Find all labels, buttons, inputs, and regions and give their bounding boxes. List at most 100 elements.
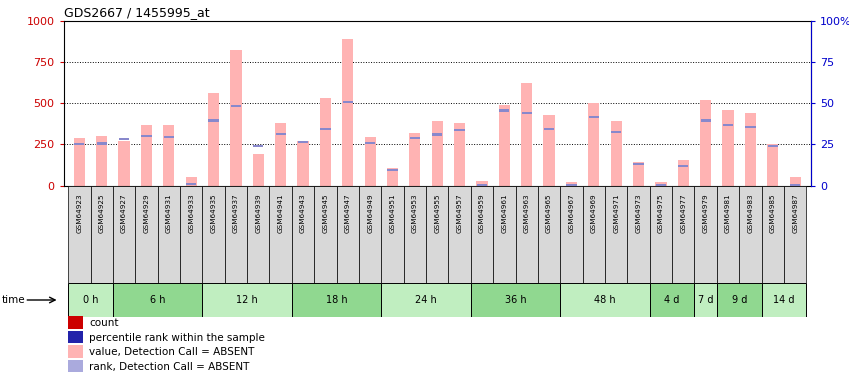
Bar <box>68 330 83 344</box>
Text: time: time <box>2 295 25 305</box>
Bar <box>672 186 694 283</box>
Bar <box>605 186 627 283</box>
Bar <box>565 182 577 186</box>
Bar <box>141 124 152 186</box>
Text: value, Detection Call = ABSENT: value, Detection Call = ABSENT <box>89 347 255 357</box>
Bar <box>359 186 381 283</box>
Bar <box>343 101 353 104</box>
Bar <box>543 115 554 186</box>
Text: 14 d: 14 d <box>773 295 795 305</box>
Bar <box>678 160 689 186</box>
Bar <box>633 162 644 186</box>
Bar <box>225 186 247 283</box>
Bar <box>560 283 649 317</box>
Bar <box>180 186 202 283</box>
Bar <box>186 183 196 185</box>
Text: GSM64931: GSM64931 <box>166 194 171 233</box>
Text: 6 h: 6 h <box>150 295 166 305</box>
Text: GDS2667 / 1455995_at: GDS2667 / 1455995_at <box>64 6 210 20</box>
Text: GSM64971: GSM64971 <box>613 194 619 233</box>
Bar <box>113 186 135 283</box>
Bar <box>426 186 448 283</box>
Bar <box>745 126 756 128</box>
Bar <box>762 283 807 317</box>
Bar <box>202 283 292 317</box>
Bar <box>387 168 398 186</box>
Bar <box>230 50 241 186</box>
Bar <box>298 141 308 143</box>
Text: GSM64933: GSM64933 <box>188 194 194 233</box>
Bar <box>678 165 689 167</box>
Bar <box>68 345 83 358</box>
Text: GSM64945: GSM64945 <box>323 194 329 233</box>
Text: GSM64979: GSM64979 <box>703 194 709 233</box>
Bar <box>633 163 644 165</box>
Bar <box>208 119 219 122</box>
Bar <box>700 119 711 122</box>
Bar <box>649 283 694 317</box>
Text: GSM64967: GSM64967 <box>569 194 575 233</box>
Text: GSM64951: GSM64951 <box>390 194 396 233</box>
Bar <box>97 142 107 145</box>
Bar <box>588 116 599 118</box>
Bar <box>247 186 269 283</box>
Bar <box>762 186 784 283</box>
Text: 24 h: 24 h <box>415 295 437 305</box>
Bar <box>276 133 286 135</box>
Text: GSM64965: GSM64965 <box>546 194 552 233</box>
Text: 9 d: 9 d <box>732 295 747 305</box>
Text: GSM64953: GSM64953 <box>412 194 418 233</box>
Bar <box>582 186 605 283</box>
Bar <box>717 186 739 283</box>
Bar <box>91 186 113 283</box>
Bar <box>387 169 397 171</box>
Bar <box>163 124 174 186</box>
Bar <box>717 283 762 317</box>
Text: GSM64941: GSM64941 <box>278 194 284 233</box>
Bar <box>119 138 129 140</box>
Bar <box>269 186 292 283</box>
Bar <box>790 184 801 186</box>
Text: GSM64963: GSM64963 <box>524 194 530 233</box>
Bar <box>538 186 560 283</box>
Bar <box>292 283 381 317</box>
Bar <box>74 138 85 186</box>
Text: 12 h: 12 h <box>236 295 258 305</box>
Bar <box>521 83 532 186</box>
Text: GSM64935: GSM64935 <box>211 194 216 233</box>
Bar <box>588 103 599 186</box>
Bar <box>432 134 442 135</box>
Text: GSM64973: GSM64973 <box>636 194 642 233</box>
Bar <box>471 186 493 283</box>
Text: 18 h: 18 h <box>326 295 347 305</box>
Text: GSM64959: GSM64959 <box>479 194 485 233</box>
Bar <box>431 121 443 186</box>
Text: GSM64975: GSM64975 <box>658 194 664 233</box>
Bar <box>454 129 464 131</box>
Text: 7 d: 7 d <box>698 295 713 305</box>
Text: GSM64929: GSM64929 <box>143 194 149 233</box>
Bar <box>409 133 420 186</box>
Text: GSM64947: GSM64947 <box>345 194 351 233</box>
Text: GSM64923: GSM64923 <box>76 194 82 233</box>
Bar <box>253 145 263 147</box>
Bar <box>297 141 309 186</box>
Bar <box>68 283 113 317</box>
Bar <box>499 110 509 112</box>
Bar <box>566 184 576 186</box>
Bar <box>410 137 420 139</box>
Bar <box>253 154 264 186</box>
Bar <box>471 283 560 317</box>
Bar <box>454 123 465 186</box>
Bar <box>611 131 621 133</box>
Bar <box>448 186 471 283</box>
Text: GSM64937: GSM64937 <box>233 194 239 233</box>
Bar <box>113 283 202 317</box>
Text: 48 h: 48 h <box>594 295 616 305</box>
Bar <box>74 143 85 146</box>
Bar <box>186 177 197 186</box>
Bar <box>68 316 83 329</box>
Bar <box>365 142 375 144</box>
Bar <box>208 93 219 186</box>
Bar <box>544 128 554 130</box>
